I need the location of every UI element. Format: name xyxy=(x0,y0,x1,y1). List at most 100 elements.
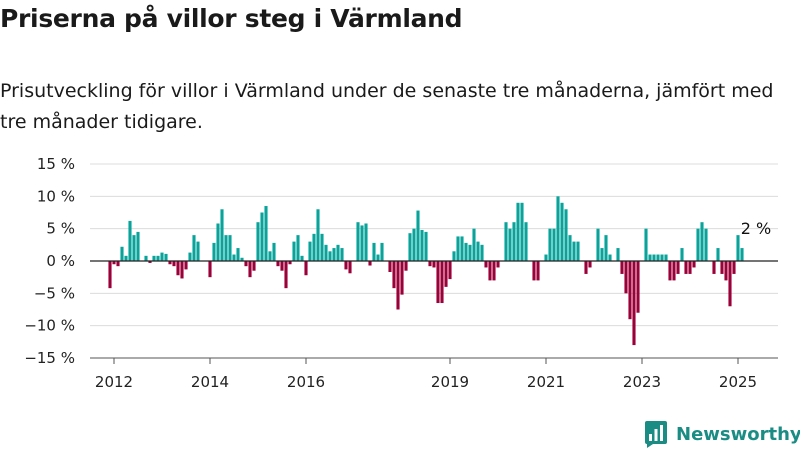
bar xyxy=(264,206,268,261)
bar xyxy=(608,254,612,261)
bar xyxy=(700,222,704,261)
bar xyxy=(596,228,600,261)
bar xyxy=(132,235,136,261)
bar xyxy=(716,248,720,261)
bar xyxy=(112,261,116,265)
bar-chart: 15 % 10 % 5 % 0 % −5 % −10 % −15 % 2012 2014 2016… xyxy=(24,155,778,390)
bar xyxy=(176,261,180,276)
bar xyxy=(208,261,212,278)
bar xyxy=(620,261,624,274)
bar xyxy=(600,248,604,261)
bar xyxy=(460,236,464,261)
bar xyxy=(468,244,472,261)
bar xyxy=(628,261,632,320)
bar xyxy=(416,210,420,261)
y-tick-label: 5 % xyxy=(46,220,75,238)
bar xyxy=(128,220,132,261)
bar xyxy=(260,212,264,261)
bar xyxy=(288,261,292,265)
bar xyxy=(624,261,628,294)
x-tick-label: 2021 xyxy=(527,373,565,390)
bar xyxy=(340,248,344,261)
bar xyxy=(388,261,392,272)
bar xyxy=(560,202,564,261)
bar xyxy=(676,261,680,274)
bar xyxy=(196,241,200,261)
bar xyxy=(224,235,228,261)
bar xyxy=(604,235,608,261)
bar xyxy=(512,222,516,261)
bar xyxy=(380,242,384,261)
bar xyxy=(400,261,404,295)
bar xyxy=(516,202,520,261)
bar xyxy=(420,229,424,261)
x-tick-label: 2016 xyxy=(287,373,325,390)
y-tick-label: −10 % xyxy=(24,317,75,335)
chart-subtitle: Prisutveckling för villor i Värmland und… xyxy=(0,80,774,133)
bar xyxy=(228,235,232,261)
bar xyxy=(432,261,436,268)
y-tick-label: 15 % xyxy=(37,155,75,173)
bar xyxy=(404,261,408,271)
bar xyxy=(172,261,176,267)
bar xyxy=(236,248,240,261)
bar xyxy=(108,261,112,289)
bar xyxy=(616,248,620,261)
bar xyxy=(356,222,360,261)
bar xyxy=(652,254,656,261)
bar xyxy=(680,248,684,261)
bar xyxy=(728,261,732,307)
bar xyxy=(740,248,744,261)
bar xyxy=(408,233,412,261)
chart-title: Priserna på villor steg i Värmland xyxy=(0,4,463,33)
bar xyxy=(160,252,164,261)
bar xyxy=(476,241,480,261)
bar xyxy=(332,248,336,261)
bar xyxy=(392,261,396,289)
bar xyxy=(644,228,648,261)
bar xyxy=(364,223,368,261)
bar xyxy=(188,252,192,261)
bar xyxy=(272,242,276,261)
bar xyxy=(296,235,300,261)
bar xyxy=(588,261,592,268)
bar xyxy=(436,261,440,304)
bar xyxy=(348,261,352,274)
bar xyxy=(372,242,376,261)
bar xyxy=(180,261,184,279)
bar xyxy=(344,261,348,270)
bar xyxy=(668,261,672,281)
bar xyxy=(568,235,572,261)
bar xyxy=(164,253,168,261)
bar xyxy=(116,261,120,267)
bar xyxy=(428,261,432,267)
bar xyxy=(268,251,272,261)
bar xyxy=(300,255,304,261)
bar xyxy=(480,244,484,261)
bar xyxy=(412,228,416,261)
bar xyxy=(712,261,716,274)
bar xyxy=(684,261,688,274)
bar xyxy=(552,228,556,261)
bar xyxy=(508,228,512,261)
y-tick-label: −15 % xyxy=(24,349,75,367)
bar xyxy=(284,261,288,289)
bar xyxy=(732,261,736,274)
bar xyxy=(564,209,568,261)
bar xyxy=(448,261,452,280)
y-tick-label: 10 % xyxy=(37,187,75,205)
bar xyxy=(232,254,236,261)
bar xyxy=(488,261,492,281)
bar xyxy=(396,261,400,310)
bar xyxy=(292,241,296,261)
newsworthy-logo[interactable]: Newsworthy xyxy=(644,420,800,448)
bar xyxy=(308,241,312,261)
bar xyxy=(244,261,248,267)
x-tick-label: 2025 xyxy=(719,373,757,390)
bar xyxy=(192,235,196,261)
bar xyxy=(656,254,660,261)
bar xyxy=(636,261,640,313)
bar xyxy=(440,261,444,304)
bar xyxy=(532,261,536,281)
bar xyxy=(556,196,560,261)
